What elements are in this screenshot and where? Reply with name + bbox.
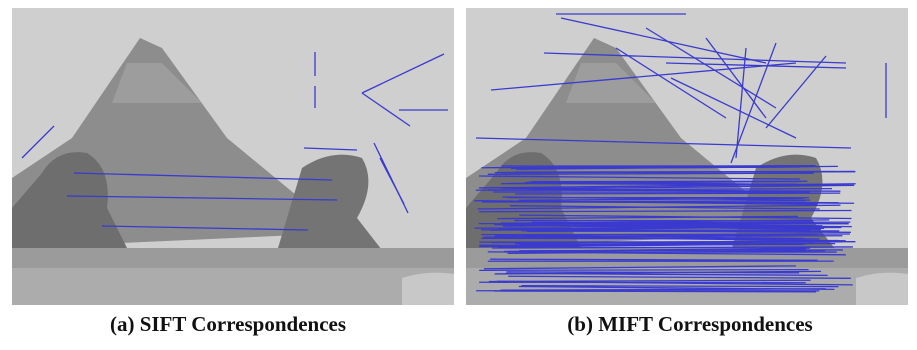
caption: (a) SIFT Correspondences — [8, 312, 448, 337]
figure: (a) SIFT Correspondences (b) MIFT Corres… — [0, 0, 917, 350]
mift-image — [466, 8, 908, 305]
match-line — [481, 238, 819, 239]
match-line — [515, 193, 840, 194]
match-line — [506, 272, 799, 273]
sift-image — [12, 8, 454, 305]
images — [0, 0, 917, 310]
match-line — [482, 202, 839, 203]
match-line — [494, 291, 816, 292]
caption: (b) MIFT Correspondences — [470, 312, 910, 337]
match-line — [479, 270, 808, 271]
